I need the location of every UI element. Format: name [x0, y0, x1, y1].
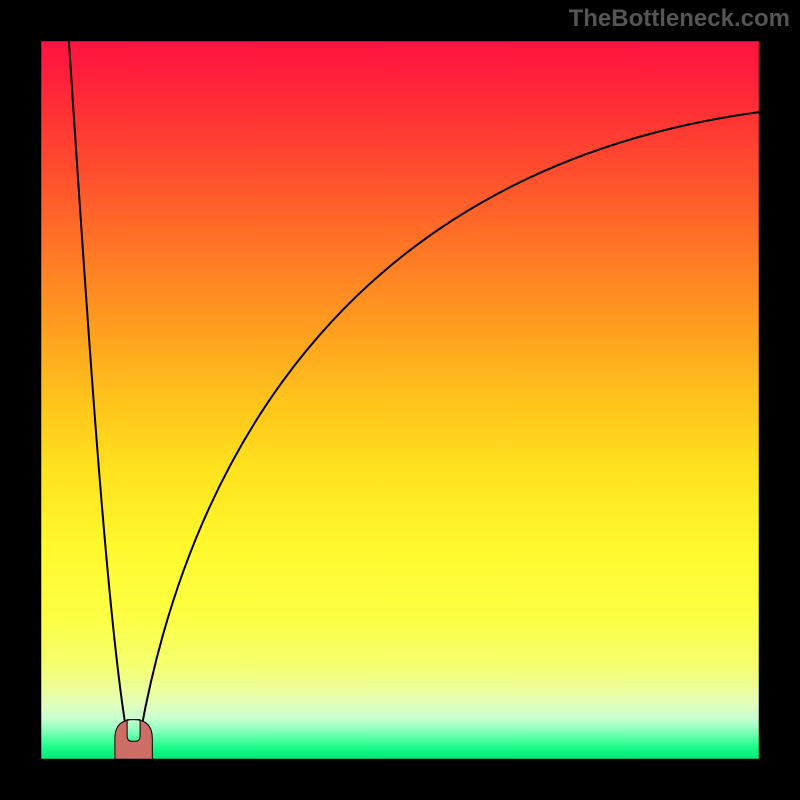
plot-area [40, 40, 760, 760]
gradient-background [40, 40, 760, 760]
plot-svg [40, 40, 760, 760]
chart-stage: TheBottleneck.com [0, 0, 800, 800]
watermark-label: TheBottleneck.com [569, 5, 790, 33]
